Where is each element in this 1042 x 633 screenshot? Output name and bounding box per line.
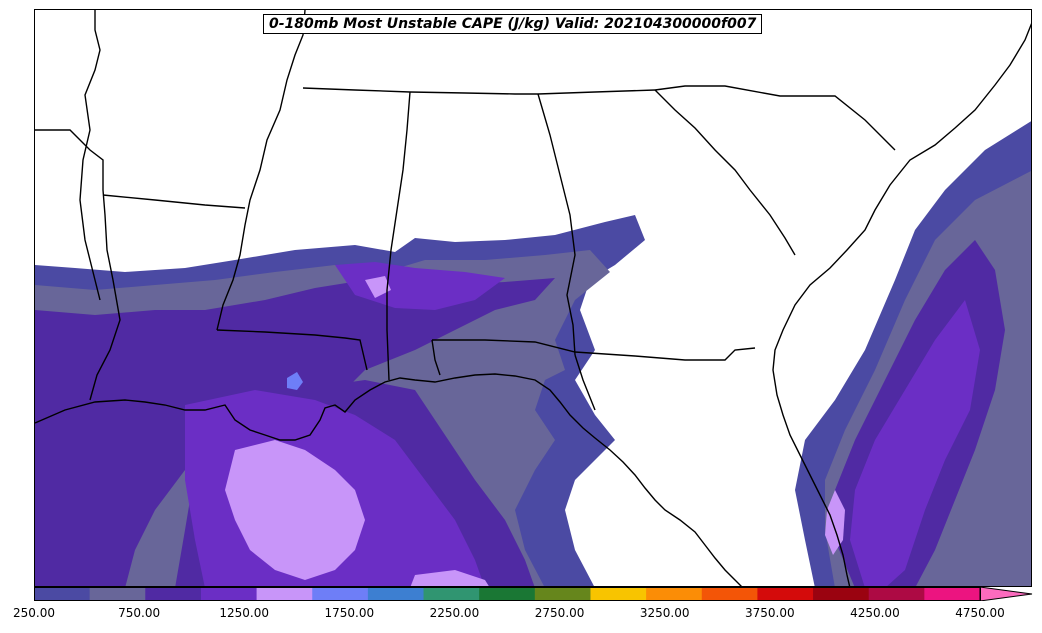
colorbar-cell [646,587,703,601]
state-line-4 [216,10,306,331]
colorbar-cell [200,587,258,601]
colorbar-tick-label: 1250.00 [219,606,269,620]
cape-band-1250 [225,440,365,580]
state-line-9 [432,339,756,361]
geography-lines [35,10,1031,586]
coastline-atlantic [772,23,1031,586]
cape-band-1250-atlantic [825,490,845,555]
cape-band-750 [35,278,555,586]
state-line-2 [35,129,121,401]
colorbar-cell [534,587,591,601]
colorbar-tick-label: 4750.00 [955,606,1005,620]
colorbar-cell [256,587,313,601]
colorbar-cell [145,587,202,601]
state-line-5 [216,329,368,371]
colorbar-tick-label: 750.00 [118,606,161,620]
colorbar-cells [34,587,1033,601]
colorbar-cell [757,587,814,601]
cape-contours [35,121,1031,586]
state-line-7 [386,91,411,381]
state-line-6 [302,87,538,95]
cape-band-1000-north [335,262,505,310]
state-line-10 [431,339,441,376]
colorbar-cell [423,587,480,601]
colorbar-cell [479,587,536,601]
colorbar-cell [813,587,870,601]
colorbar-cell [312,587,369,601]
colorbar-cell [367,587,425,601]
colorbar-tick-label: 3750.00 [744,606,795,620]
colorbar-tick-label: 4250.00 [850,606,900,620]
colorbar-cell [924,587,981,601]
colorbar-cell [868,587,925,601]
state-line-12 [654,85,896,151]
colorbar-cell [89,587,146,601]
state-line-3 [102,194,246,209]
colorbar-cell [701,587,758,601]
colorbar-tick-label: 250.00 [13,606,55,620]
colorbar [34,587,1033,601]
map-title: 0-180mb Most Unstable CAPE (J/kg) Valid:… [263,14,763,34]
state-line-11 [537,89,656,95]
state-line-8 [537,93,576,356]
cape-band-1250-north [365,276,391,298]
colorbar-cell [590,587,647,601]
coastline-gulf [35,373,742,586]
colorbar-tick-label: 1750.00 [324,606,375,620]
cape-map [35,10,1031,586]
state-line-13 [654,89,796,256]
colorbar-extend-arrow [979,587,1033,601]
colorbar-tick-label: 3250.00 [639,606,690,620]
colorbar-tick-label: 2250.00 [429,606,480,620]
cape-band-1000-atlantic [850,300,980,586]
map-frame [34,9,1032,587]
state-line-1 [79,10,101,301]
cape-band-1250-south [410,570,489,586]
colorbar-cell [34,587,91,601]
colorbar-frame [34,587,981,601]
state-line-14 [574,354,596,411]
cape-band-1500 [287,372,303,390]
colorbar-tick-label: 2750.00 [534,606,585,620]
